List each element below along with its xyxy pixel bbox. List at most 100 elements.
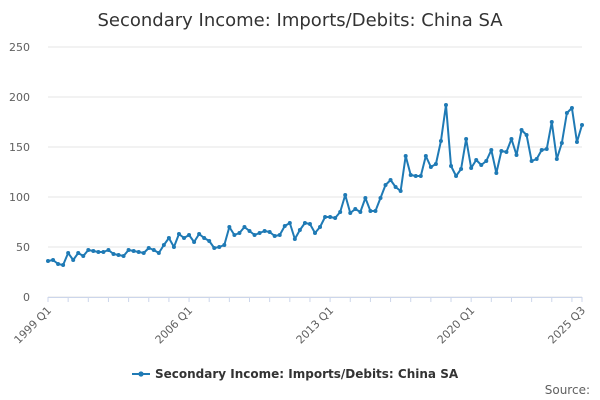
- data-point[interactable]: [71, 258, 76, 262]
- data-point[interactable]: [187, 233, 192, 237]
- data-point[interactable]: [217, 245, 222, 249]
- data-point[interactable]: [131, 249, 136, 253]
- data-point[interactable]: [272, 234, 277, 238]
- data-point[interactable]: [242, 225, 247, 229]
- data-point[interactable]: [464, 137, 469, 141]
- data-point[interactable]: [398, 189, 403, 193]
- data-point[interactable]: [323, 215, 328, 219]
- data-point[interactable]: [363, 196, 368, 200]
- data-point[interactable]: [479, 163, 484, 167]
- data-point[interactable]: [121, 254, 126, 258]
- data-point[interactable]: [161, 243, 166, 247]
- data-point[interactable]: [61, 263, 66, 267]
- data-point[interactable]: [484, 159, 489, 163]
- data-point[interactable]: [151, 248, 156, 252]
- data-point[interactable]: [489, 148, 494, 152]
- data-point[interactable]: [307, 222, 312, 226]
- data-point[interactable]: [222, 243, 227, 247]
- data-point[interactable]: [66, 251, 71, 255]
- data-point[interactable]: [267, 230, 272, 234]
- data-point[interactable]: [569, 106, 574, 110]
- data-point[interactable]: [232, 233, 237, 237]
- data-point[interactable]: [353, 207, 358, 211]
- data-point[interactable]: [423, 154, 428, 158]
- data-point[interactable]: [227, 225, 232, 229]
- data-point[interactable]: [443, 103, 448, 107]
- data-point[interactable]: [247, 229, 252, 233]
- data-point[interactable]: [514, 153, 519, 157]
- data-point[interactable]: [524, 133, 529, 137]
- data-point[interactable]: [580, 123, 584, 127]
- data-point[interactable]: [257, 231, 262, 235]
- data-point[interactable]: [454, 174, 459, 178]
- data-point[interactable]: [494, 171, 499, 175]
- data-point[interactable]: [46, 259, 50, 263]
- data-point[interactable]: [413, 174, 418, 178]
- data-point[interactable]: [328, 215, 333, 219]
- data-point[interactable]: [207, 239, 212, 243]
- data-point[interactable]: [438, 139, 443, 143]
- data-point[interactable]: [403, 154, 408, 158]
- data-point[interactable]: [474, 158, 479, 162]
- data-point[interactable]: [393, 185, 398, 189]
- data-point[interactable]: [499, 149, 504, 153]
- legend[interactable]: Secondary Income: Imports/Debits: China …: [132, 367, 459, 381]
- data-point[interactable]: [449, 164, 454, 168]
- data-point[interactable]: [136, 250, 141, 254]
- data-point[interactable]: [313, 231, 317, 235]
- data-point[interactable]: [76, 251, 81, 255]
- data-point[interactable]: [141, 251, 146, 255]
- data-point[interactable]: [544, 147, 549, 151]
- data-point[interactable]: [559, 141, 564, 145]
- data-point[interactable]: [212, 246, 217, 250]
- data-point[interactable]: [126, 248, 131, 252]
- data-point[interactable]: [197, 232, 202, 236]
- data-point[interactable]: [262, 229, 267, 233]
- data-point[interactable]: [252, 233, 257, 237]
- data-point[interactable]: [106, 248, 111, 252]
- data-point[interactable]: [433, 162, 438, 166]
- data-point[interactable]: [343, 193, 348, 197]
- data-point[interactable]: [408, 173, 413, 177]
- data-point[interactable]: [388, 178, 393, 182]
- data-point[interactable]: [509, 137, 514, 141]
- data-point[interactable]: [202, 236, 207, 240]
- data-point[interactable]: [192, 240, 197, 244]
- data-point[interactable]: [282, 224, 287, 228]
- data-point[interactable]: [348, 211, 353, 215]
- data-point[interactable]: [368, 209, 373, 213]
- data-point[interactable]: [51, 258, 56, 262]
- data-point[interactable]: [277, 233, 282, 237]
- data-point[interactable]: [338, 210, 343, 214]
- data-point[interactable]: [156, 251, 161, 255]
- data-point[interactable]: [333, 216, 338, 220]
- data-point[interactable]: [56, 262, 61, 266]
- data-point[interactable]: [182, 236, 187, 240]
- data-point[interactable]: [428, 165, 433, 169]
- data-point[interactable]: [237, 231, 242, 235]
- data-point[interactable]: [378, 196, 383, 200]
- data-point[interactable]: [96, 250, 101, 254]
- data-point[interactable]: [146, 246, 151, 250]
- data-point[interactable]: [469, 166, 474, 170]
- data-point[interactable]: [111, 252, 116, 256]
- data-point[interactable]: [86, 248, 91, 252]
- data-point[interactable]: [373, 209, 378, 213]
- data-point[interactable]: [519, 128, 524, 132]
- data-point[interactable]: [302, 221, 307, 225]
- data-point[interactable]: [166, 236, 171, 240]
- data-point[interactable]: [383, 183, 388, 187]
- data-point[interactable]: [564, 111, 569, 115]
- data-point[interactable]: [534, 157, 539, 161]
- data-point[interactable]: [554, 157, 559, 161]
- data-point[interactable]: [81, 254, 86, 258]
- data-point[interactable]: [101, 250, 106, 254]
- data-point[interactable]: [539, 148, 544, 152]
- data-point[interactable]: [549, 120, 554, 124]
- data-point[interactable]: [171, 245, 176, 249]
- data-point[interactable]: [292, 237, 297, 241]
- data-point[interactable]: [418, 174, 423, 178]
- data-point[interactable]: [91, 249, 96, 253]
- data-point[interactable]: [318, 225, 323, 229]
- data-point[interactable]: [574, 140, 579, 144]
